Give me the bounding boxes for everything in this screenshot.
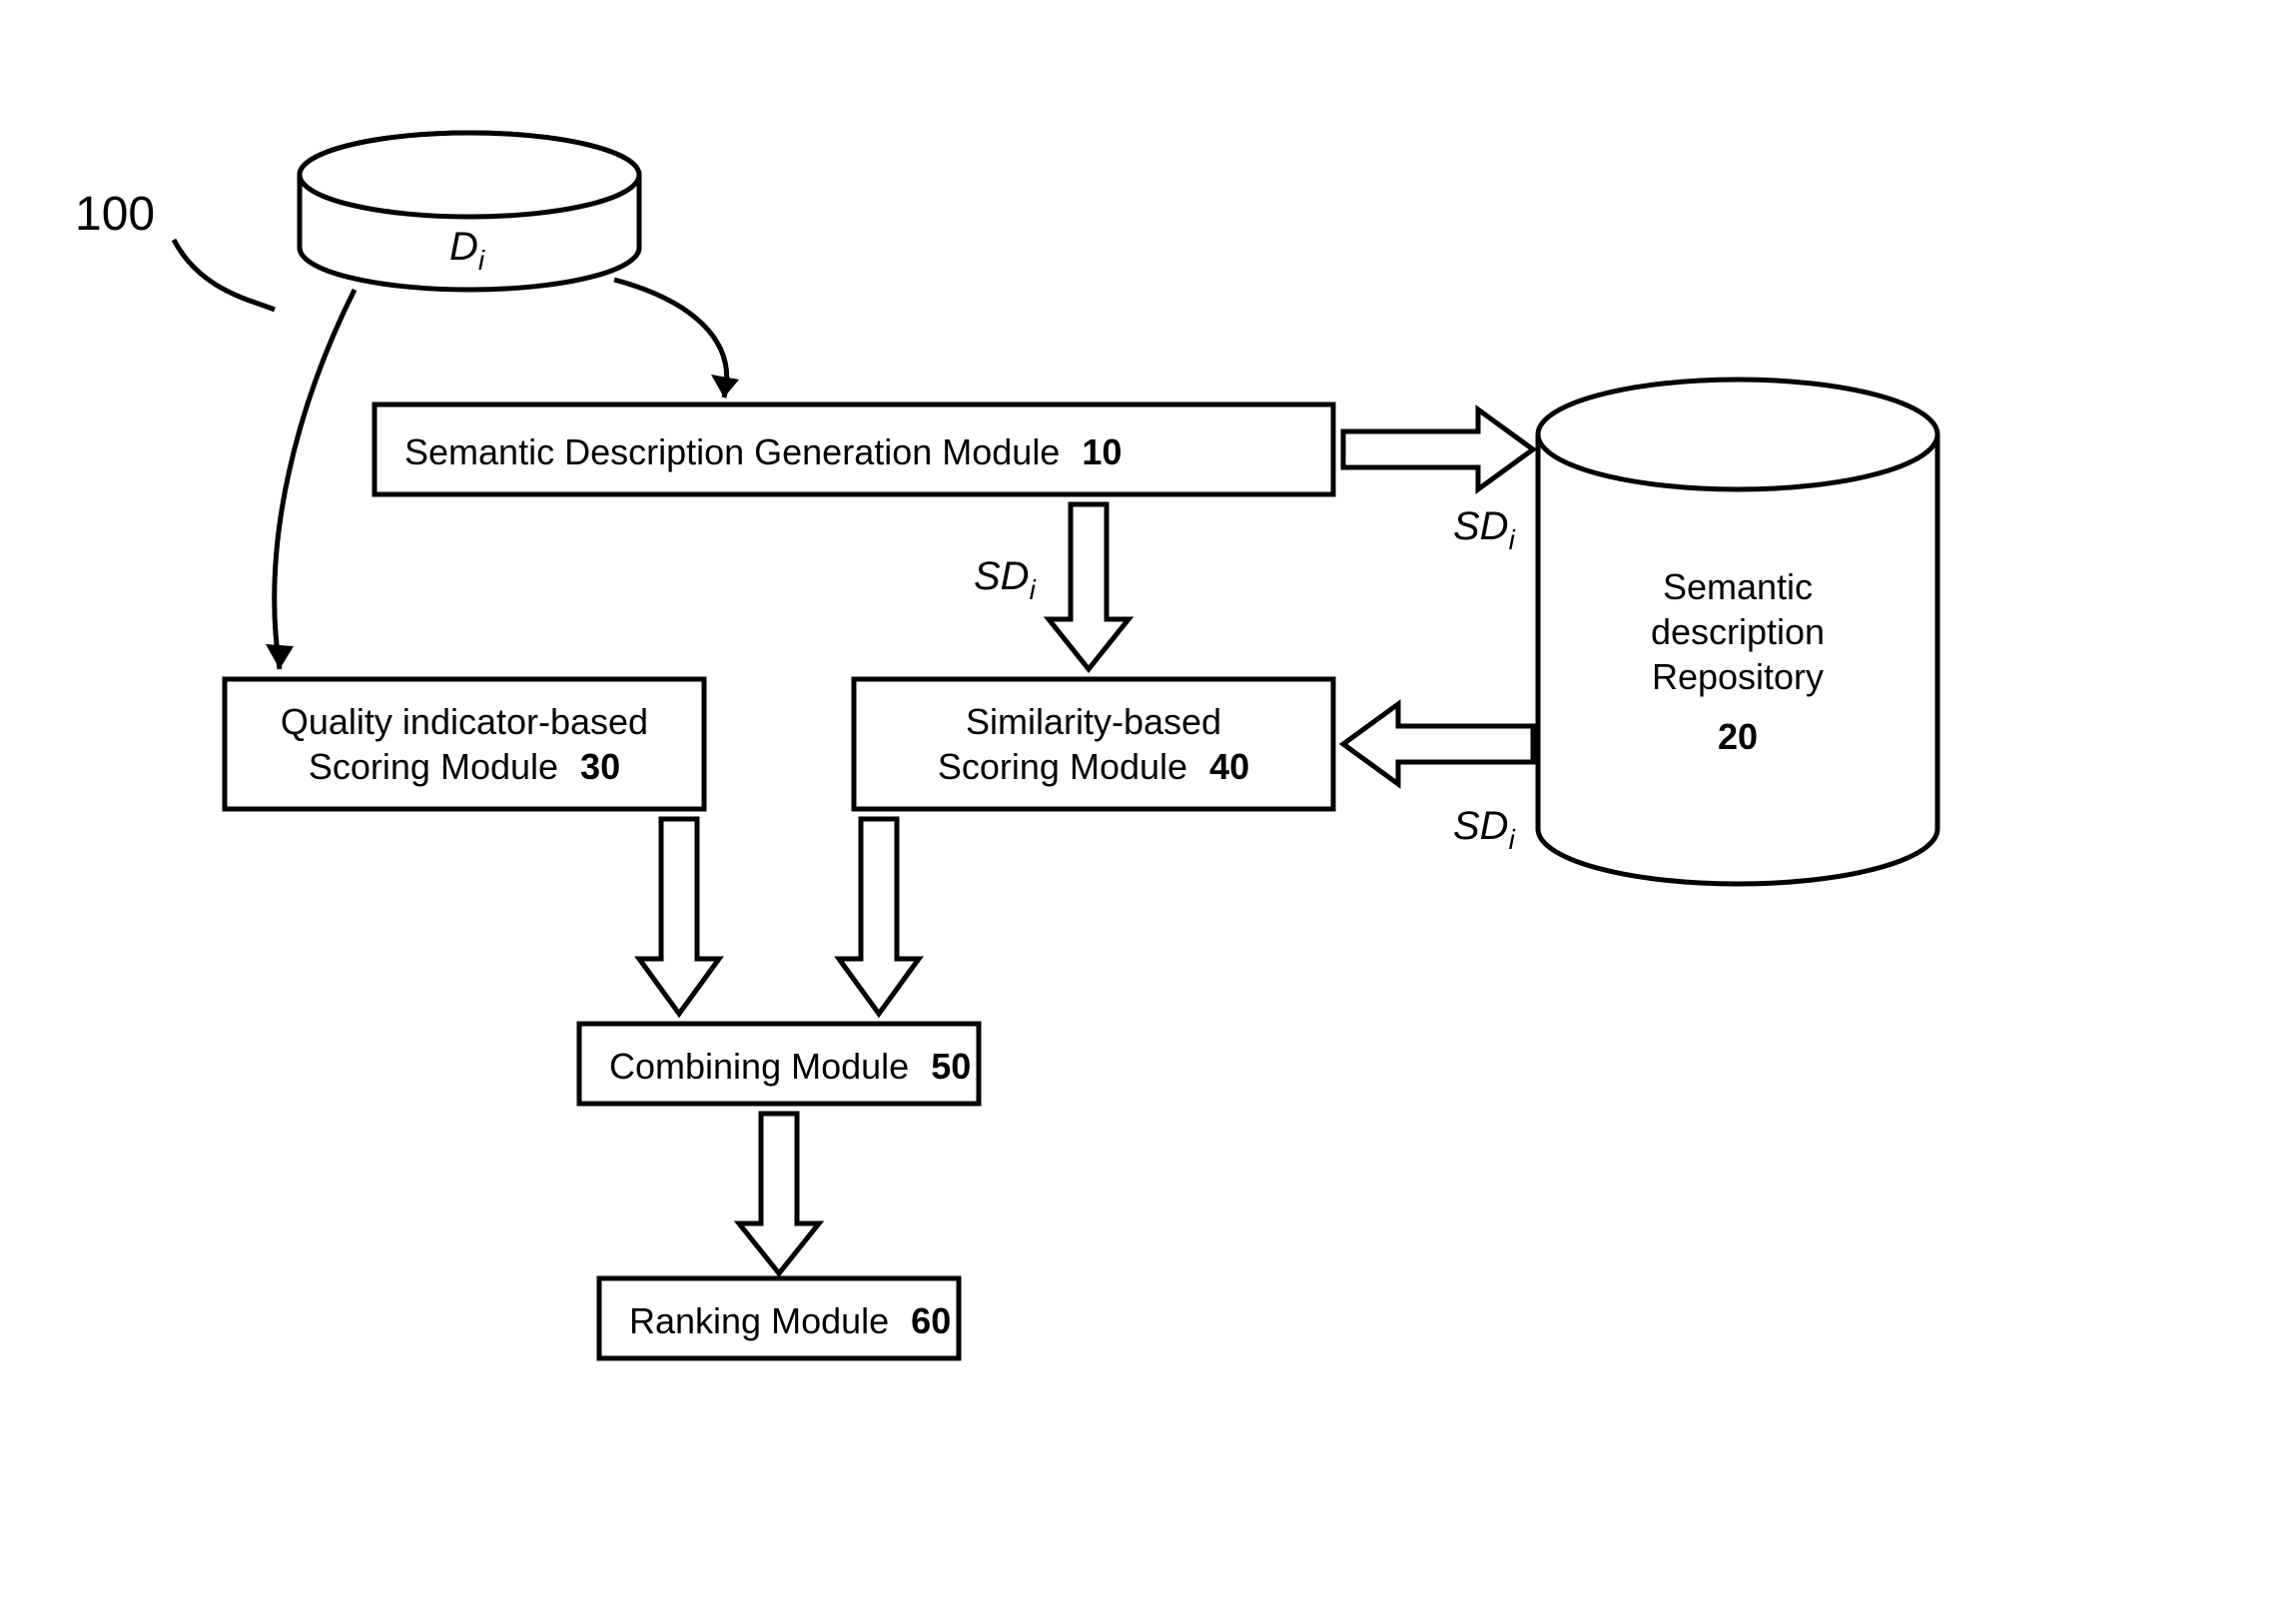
mod40-line1: Similarity-based — [966, 701, 1221, 742]
curve-db-to-mod10 — [614, 280, 739, 398]
node-mod10: Semantic Description Generation Module 1… — [375, 404, 1333, 494]
curve-db-to-mod30 — [266, 290, 355, 669]
node-mod40: Similarity-based Scoring Module 40 — [854, 679, 1333, 809]
mod30-line1: Quality indicator-based — [281, 701, 648, 742]
ref-100-pointer — [174, 240, 275, 310]
node-mod30: Quality indicator-based Scoring Module 3… — [225, 679, 704, 809]
repo-line1: Semantic — [1663, 566, 1813, 607]
node-db-top: Di — [300, 133, 639, 290]
ref-100-label: 100 — [75, 188, 155, 241]
repo-line2: description — [1651, 611, 1825, 652]
node-mod50: Combining Module 50 — [579, 1024, 979, 1104]
arrow-repo-to-mod40 — [1343, 704, 1533, 784]
repo-line3: Repository — [1652, 656, 1824, 697]
sd-label-bottom-right: SDi — [1453, 804, 1516, 855]
mod50-text: Combining Module 50 — [609, 1046, 971, 1087]
sd-label-top-right: SDi — [1453, 504, 1516, 555]
arrow-mod50-to-mod60 — [739, 1114, 819, 1273]
repo-number: 20 — [1718, 716, 1758, 757]
flowchart-canvas: 100 Di Semantic Description Generation M… — [0, 0, 2296, 1600]
mod10-text: Semantic Description Generation Module 1… — [404, 431, 1122, 472]
arrow-mod30-to-mod50 — [639, 819, 719, 1014]
sd-label-mid: SDi — [974, 554, 1037, 605]
arrow-mod10-to-repo — [1343, 409, 1533, 489]
arrow-mod10-to-mod40 — [1049, 504, 1129, 669]
arrow-mod40-to-mod50 — [839, 819, 919, 1014]
node-repo: Semantic description Repository 20 — [1538, 380, 1937, 884]
node-mod60: Ranking Module 60 — [599, 1278, 959, 1358]
